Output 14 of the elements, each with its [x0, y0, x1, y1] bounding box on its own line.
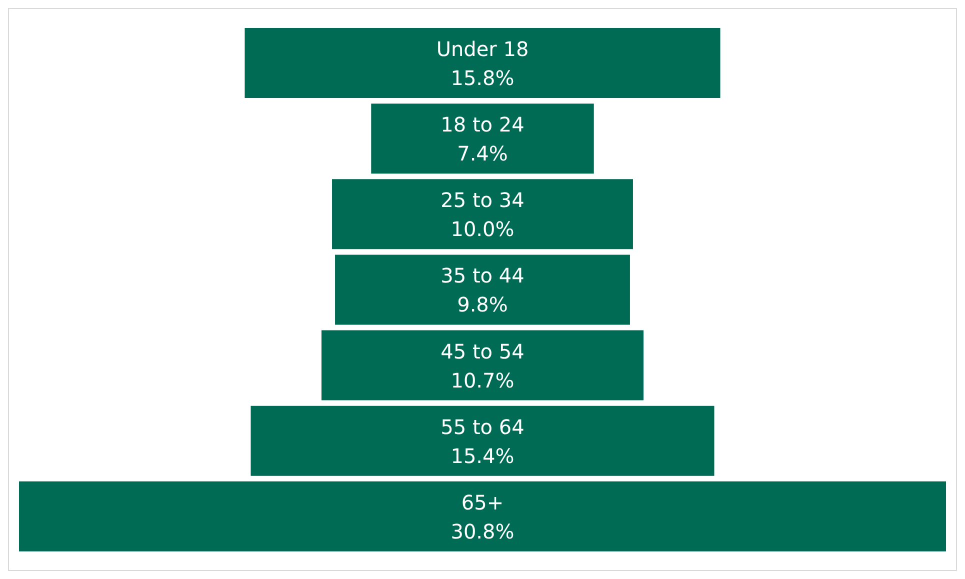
data-label: 15.4%: [450, 444, 514, 468]
data-label: 10.0%: [450, 217, 514, 242]
category-label: 45 to 54: [440, 339, 524, 364]
category-label: 18 to 24: [440, 112, 524, 137]
data-label: 10.7%: [450, 368, 514, 392]
category-label: 65+: [461, 490, 504, 514]
category-label: Under 18: [436, 37, 529, 61]
data-label: 9.8%: [457, 292, 508, 317]
category-label: 35 to 44: [440, 264, 524, 288]
data-label: 15.8%: [450, 66, 514, 90]
category-label: 25 to 34: [440, 188, 524, 212]
data-label: 7.4%: [457, 142, 508, 166]
data-label: 30.8%: [450, 519, 514, 544]
category-label: 55 to 64: [440, 414, 524, 439]
